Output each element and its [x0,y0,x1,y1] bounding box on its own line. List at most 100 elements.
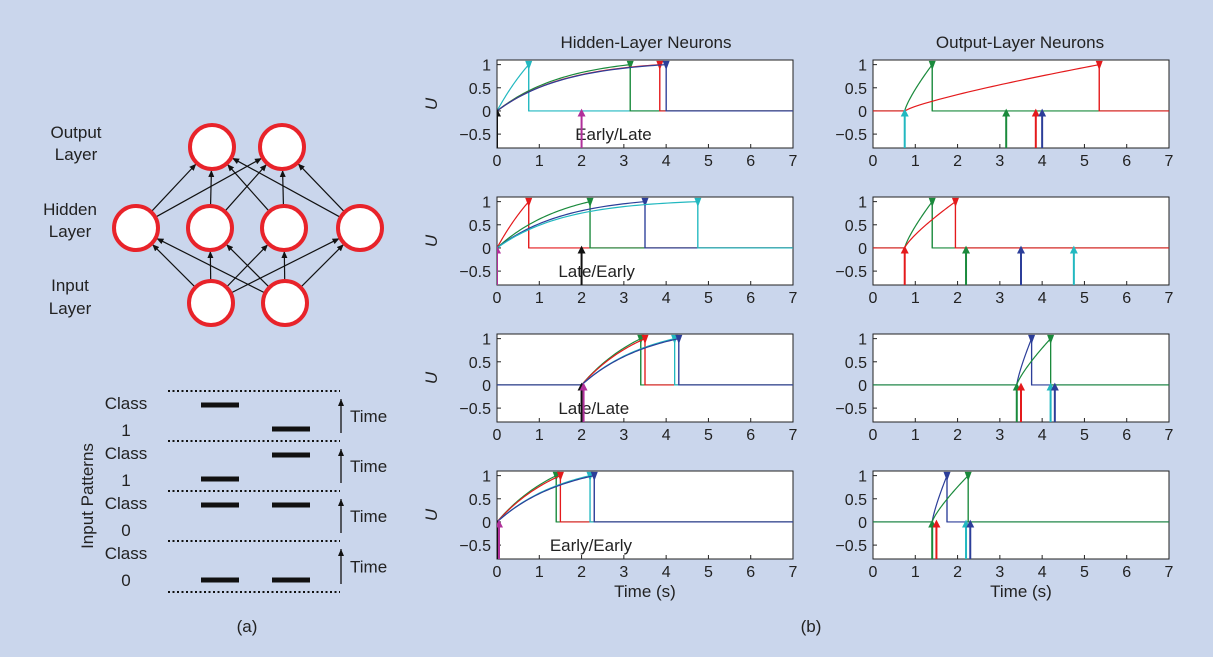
potential-trace [497,200,793,249]
potential-trace [497,200,793,249]
output-neuron [258,123,306,171]
input-spike-arrow [497,519,503,528]
potential-trace [873,337,1169,386]
x-tick-label: 7 [789,290,798,307]
x-tick-label: 3 [995,290,1004,307]
x-axis-label: Time (s) [614,582,676,601]
y-tick-label: 1 [858,332,867,349]
x-tick-label: 7 [789,564,798,581]
x-tick-label: 3 [995,427,1004,444]
row-label: Late/Early [558,262,635,281]
input-spike-arrow [900,108,909,117]
y-tick-label: 1 [482,195,491,212]
input-spike-arrow [577,108,586,117]
input-spike-arrow [932,519,941,528]
x-tick-label: 2 [953,564,962,581]
spike-arrow [928,60,936,71]
y-tick-label: 0.5 [469,81,491,98]
x-tick-label: 3 [995,564,1004,581]
potential-trace [873,200,1169,249]
y-tick-label: 1 [482,332,491,349]
connection-arrow [231,157,341,218]
output-plot: 0 1 2 3 4 5 6 710.50−0.5 [835,332,1173,444]
y-tick-label: 0 [482,241,491,258]
y-tick-label: −0.5 [459,127,491,144]
panel-label-a: (a) [237,617,258,636]
row-label: Late/Late [558,399,629,418]
potential-trace [497,63,793,112]
x-tick-label: 1 [911,290,920,307]
x-tick-label: 5 [1080,564,1089,581]
y-tick-label: 0.5 [845,492,867,509]
potential-trace [873,475,1169,523]
plot-area [496,470,794,560]
x-tick-label: 7 [1165,564,1174,581]
y-tick-label: 1 [482,58,491,75]
y-axis-label: U [422,508,441,521]
x-tick-label: 6 [1122,290,1131,307]
x-tick-label: 5 [704,427,713,444]
x-tick-label: 3 [619,153,628,170]
y-tick-label: 0 [482,104,491,121]
class-value: 1 [121,421,130,440]
class-value: 1 [121,471,130,490]
input-spike-arrow [579,382,588,391]
x-tick-label: 4 [1038,427,1047,444]
y-tick-label: −0.5 [835,264,867,281]
y-tick-label: −0.5 [835,127,867,144]
y-tick-label: 1 [858,195,867,212]
y-tick-label: 0.5 [845,81,867,98]
input-patterns-axis-label: Input Patterns [78,443,97,549]
spike-arrow [964,471,972,482]
x-tick-label: 3 [619,427,628,444]
x-tick-label: 2 [577,427,586,444]
y-tick-label: 0 [858,104,867,121]
input-spike-arrow [1050,382,1059,391]
y-axis-label: U [422,371,441,384]
x-tick-label: 2 [953,153,962,170]
class-label: Class [105,394,148,413]
input-spike-arrow [497,245,501,254]
input-spike-arrow [1002,108,1011,117]
input-spike-arrow [1038,108,1047,117]
input-spike-arrow [962,245,971,254]
potential-trace [873,62,1169,112]
x-tick-label: 1 [911,153,920,170]
x-tick-label: 4 [662,290,671,307]
x-tick-label: 0 [869,564,878,581]
input-spike-arrow [497,108,501,117]
hidden-neuron [260,204,308,252]
x-tick-label: 4 [1038,153,1047,170]
x-tick-label: 4 [662,427,671,444]
x-tick-label: 0 [869,153,878,170]
y-tick-label: −0.5 [835,538,867,555]
y-tick-label: 0 [482,515,491,532]
spike-arrow [928,197,936,208]
x-tick-label: 5 [704,153,713,170]
potential-trace [497,337,793,386]
trace-group [497,197,793,285]
output-column-title: Output-Layer Neurons [936,33,1104,52]
input-layer-label-line1: Input [51,276,89,295]
spike-arrow [641,334,649,345]
connection-arrow [150,163,197,213]
x-tick-label: 7 [789,153,798,170]
connection-arrow [279,169,286,207]
x-axis-label: Time (s) [990,582,1052,601]
y-tick-label: 0.5 [469,355,491,372]
spike-arrow [943,471,951,482]
class-label: Class [105,544,148,563]
x-tick-label: 4 [1038,564,1047,581]
spike-arrow [951,197,959,208]
x-tick-label: 1 [535,427,544,444]
spike-arrow [590,471,598,482]
output-layer-label-line2: Layer [55,145,98,164]
row-label: Early/Late [575,125,652,144]
x-tick-label: 2 [577,290,586,307]
spike-arrow [1095,60,1103,71]
y-tick-label: 0 [858,378,867,395]
x-tick-label: 4 [662,153,671,170]
